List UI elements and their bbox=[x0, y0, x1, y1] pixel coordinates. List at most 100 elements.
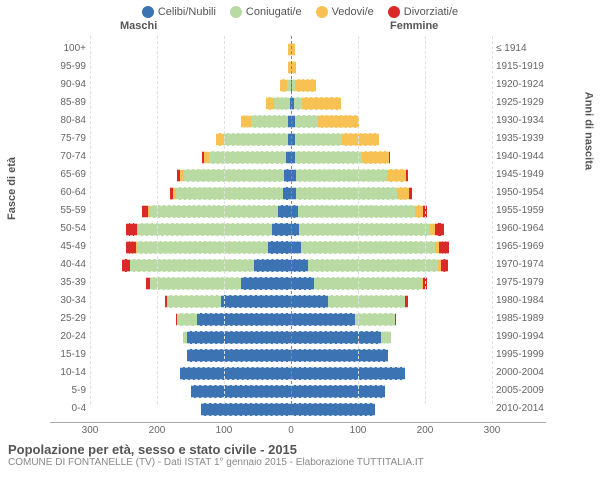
bar-segment bbox=[291, 259, 308, 272]
birth-year-label: 1975-1979 bbox=[492, 274, 546, 292]
bars-area bbox=[90, 220, 492, 238]
age-label: 75-79 bbox=[50, 130, 90, 148]
legend-swatch bbox=[388, 6, 400, 18]
bar-segment bbox=[387, 169, 406, 182]
age-label: 65-69 bbox=[50, 166, 90, 184]
bar-segment bbox=[302, 97, 341, 110]
bars-area bbox=[90, 112, 492, 130]
legend-swatch bbox=[230, 6, 242, 18]
header-female: Femmine bbox=[390, 20, 438, 32]
legend-item: Divorziati/e bbox=[388, 6, 458, 18]
bar-segment bbox=[381, 331, 391, 344]
age-label: 30-34 bbox=[50, 292, 90, 310]
age-label: 90-94 bbox=[50, 76, 90, 94]
bar-segment bbox=[167, 295, 221, 308]
bar-segment bbox=[423, 205, 427, 218]
age-label: 5-9 bbox=[50, 382, 90, 400]
legend-label: Vedovi/e bbox=[332, 6, 374, 18]
age-label: 45-49 bbox=[50, 238, 90, 256]
bars-area bbox=[90, 184, 492, 202]
bars-area bbox=[90, 328, 492, 346]
bar-segment bbox=[435, 223, 444, 236]
age-label: 100+ bbox=[50, 40, 90, 58]
bar-segment bbox=[291, 277, 314, 290]
bars-area bbox=[90, 400, 492, 418]
x-tick-label: 100 bbox=[350, 425, 367, 436]
bar-segment bbox=[395, 313, 396, 326]
bars-area bbox=[90, 148, 492, 166]
bars-area bbox=[90, 130, 492, 148]
footer-title: Popolazione per età, sesso e stato civil… bbox=[8, 442, 592, 457]
birth-year-label: 1965-1969 bbox=[492, 238, 546, 256]
bar-segment bbox=[130, 259, 254, 272]
bar-segment bbox=[209, 151, 286, 164]
male-half bbox=[90, 328, 291, 346]
legend-swatch bbox=[316, 6, 328, 18]
age-label: 85-89 bbox=[50, 94, 90, 112]
birth-year-label: 1970-1974 bbox=[492, 256, 546, 274]
bar-segment bbox=[405, 295, 408, 308]
legend-item: Celibi/Nubili bbox=[142, 6, 216, 18]
bar-segment bbox=[142, 205, 149, 218]
bars-area bbox=[90, 58, 492, 76]
pyramid-row: 25-291985-1989 bbox=[50, 310, 546, 328]
pyramid-row: 50-541960-1964 bbox=[50, 220, 546, 238]
bar-segment bbox=[150, 277, 240, 290]
bar-segment bbox=[180, 367, 291, 380]
bar-segment bbox=[318, 115, 358, 128]
pyramid-row: 15-191995-1999 bbox=[50, 346, 546, 364]
bar-segment bbox=[274, 97, 290, 110]
bar-segment bbox=[187, 331, 291, 344]
age-label: 70-74 bbox=[50, 148, 90, 166]
bars-area bbox=[90, 94, 492, 112]
male-half bbox=[90, 58, 291, 76]
bar-segment bbox=[241, 277, 291, 290]
female-half bbox=[291, 166, 492, 184]
female-half bbox=[291, 94, 492, 112]
age-label: 50-54 bbox=[50, 220, 90, 238]
pyramid-row: 0-42010-2014 bbox=[50, 400, 546, 418]
bar-segment bbox=[126, 241, 135, 254]
bar-segment bbox=[299, 223, 430, 236]
bar-segment bbox=[291, 367, 405, 380]
bar-segment bbox=[291, 295, 328, 308]
bar-segment bbox=[298, 205, 415, 218]
legend-item: Coniugati/e bbox=[230, 6, 302, 18]
legend-label: Celibi/Nubili bbox=[158, 6, 216, 18]
birth-year-label: 1950-1954 bbox=[492, 184, 546, 202]
x-tick-label: 300 bbox=[484, 425, 501, 436]
female-half bbox=[291, 274, 492, 292]
bar-segment bbox=[216, 133, 224, 146]
birth-year-label: 2010-2014 bbox=[492, 400, 546, 418]
bar-segment bbox=[122, 259, 130, 272]
bar-segment bbox=[187, 349, 291, 362]
female-half bbox=[291, 184, 492, 202]
birth-year-label: 1990-1994 bbox=[492, 328, 546, 346]
male-half bbox=[90, 112, 291, 130]
population-pyramid-chart: Celibi/Nubili Coniugati/e Vedovi/e Divorzia… bbox=[0, 0, 600, 500]
chart-footer: Popolazione per età, sesso e stato civil… bbox=[0, 438, 600, 468]
male-half bbox=[90, 76, 291, 94]
bar-segment bbox=[328, 295, 405, 308]
bar-segment bbox=[295, 133, 342, 146]
bar-segment bbox=[291, 403, 375, 416]
age-label: 20-24 bbox=[50, 328, 90, 346]
female-half bbox=[291, 364, 492, 382]
bars-area bbox=[90, 364, 492, 382]
bar-segment bbox=[389, 151, 390, 164]
female-half bbox=[291, 310, 492, 328]
male-half bbox=[90, 184, 291, 202]
male-half bbox=[90, 346, 291, 364]
bar-segment bbox=[224, 133, 288, 146]
legend-swatch bbox=[142, 6, 154, 18]
bars-area bbox=[90, 238, 492, 256]
bar-segment bbox=[415, 205, 423, 218]
pyramid-row: 35-391975-1979 bbox=[50, 274, 546, 292]
bar-segment bbox=[291, 223, 299, 236]
birth-year-label: 1940-1944 bbox=[492, 148, 546, 166]
age-label: 55-59 bbox=[50, 202, 90, 220]
male-half bbox=[90, 148, 291, 166]
birth-year-label: 1920-1924 bbox=[492, 76, 546, 94]
male-half bbox=[90, 274, 291, 292]
birth-year-label: 2000-2004 bbox=[492, 364, 546, 382]
